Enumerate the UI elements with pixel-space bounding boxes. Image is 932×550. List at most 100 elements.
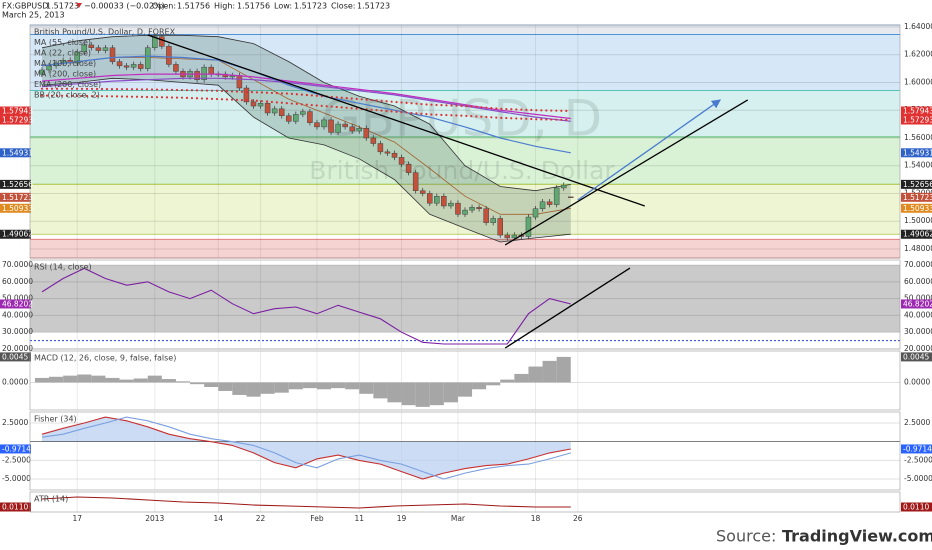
y-tick-label: 1.56000: [904, 133, 932, 142]
down-triangle: [76, 3, 82, 8]
candle-body: [201, 66, 207, 80]
y-tick-label: 1.54000: [904, 161, 932, 170]
price-label-right: 1.49062: [903, 230, 932, 239]
candle-body: [39, 69, 45, 75]
legend-entry: MA (22, close): [34, 49, 91, 58]
price-label-left: 0.0045: [2, 352, 28, 361]
histogram-bar: [514, 373, 529, 383]
bollinger-lower: [41, 77, 571, 243]
price-label-box-left: [0, 502, 31, 512]
x-tick-label: Feb: [310, 514, 324, 523]
y-tick-label: 0.0000: [904, 377, 930, 386]
candle-body: [300, 111, 306, 115]
price-label-left: 1.57943: [2, 106, 33, 115]
histogram-bar: [175, 381, 191, 383]
candle-body: [497, 218, 504, 236]
candle-body: [278, 108, 285, 117]
candle-body: [568, 196, 574, 198]
y-tick-label-left: 70.0000: [2, 260, 33, 269]
candle-body: [264, 103, 271, 114]
zone: [30, 25, 900, 35]
candle-body: [405, 164, 412, 173]
zone: [30, 136, 900, 185]
histogram-bar: [472, 382, 487, 390]
moving-average: [41, 55, 571, 154]
histogram-bar: [486, 382, 501, 386]
legend-entry: ATR (14): [34, 495, 68, 504]
price-label-box-left: [0, 299, 31, 309]
open-label: Open:: [152, 2, 176, 11]
y-tick-label: 40.0000: [904, 310, 932, 319]
legend-entry: BB (20, close, 2): [34, 91, 100, 100]
bollinger-middle: [41, 57, 571, 215]
y-tick-label: 1.62000: [904, 50, 932, 59]
x-tick-label: 22: [256, 514, 266, 523]
y-tick-label: 70.0000: [904, 260, 932, 269]
legend-entry: RSI (14, close): [34, 263, 92, 272]
candle-body: [109, 47, 116, 62]
price-label-box-left: [0, 106, 31, 116]
pane-border: [29, 259, 901, 350]
candle-body: [377, 143, 384, 153]
candle-body: [130, 64, 137, 68]
histogram-bar: [556, 356, 571, 383]
candle-body: [511, 234, 518, 239]
y-tick-label: -5.0000: [904, 474, 932, 483]
zone: [30, 239, 900, 258]
bollinger-upper: [41, 34, 571, 192]
y-tick-label-left: 60.0000: [2, 277, 33, 286]
histogram-bar: [302, 382, 317, 389]
watermark: GBPUSD, D: [322, 90, 602, 148]
y-tick-label-left: 30.0000: [2, 327, 33, 336]
candle-body: [81, 44, 88, 53]
price-label-right: 1.52656: [903, 180, 932, 189]
y-tick-label: -2.5000: [904, 455, 932, 464]
candle-body: [236, 75, 243, 89]
candle-body: [462, 209, 468, 215]
candle-body: [328, 119, 334, 133]
histogram-bar: [457, 382, 473, 397]
price-label-box-left: [0, 179, 31, 189]
price-label-right: 0.0045: [903, 352, 929, 361]
candle-body: [539, 201, 546, 209]
candle-body: [426, 193, 433, 204]
y-tick-label: 1.64000: [904, 22, 932, 31]
price-label-left: 1.52656: [2, 180, 33, 189]
candle-body: [152, 36, 158, 49]
price-label-box-right: [901, 148, 932, 158]
histogram-bar: [542, 360, 557, 383]
x-tick-label: 19: [397, 514, 407, 523]
candle-body: [102, 47, 109, 51]
indicator-line: [41, 496, 571, 509]
histogram-bar: [133, 378, 148, 383]
zone: [30, 90, 900, 137]
price-label-left: 1.49062: [2, 230, 33, 239]
candle-body: [271, 108, 278, 114]
candle-body: [448, 202, 454, 207]
legend-entry: Fisher (34): [34, 415, 77, 424]
histogram-bar: [443, 382, 458, 403]
candle-body: [384, 151, 391, 154]
price-label-left: -0.9714: [2, 444, 31, 453]
y-tick-label-left: 0.0000: [2, 377, 28, 386]
x-tick-label: 2013: [145, 514, 164, 523]
moving-average: [40, 94, 572, 122]
y-tick-label-left: 2.5000: [2, 418, 28, 427]
price-label-right: 46.8202: [903, 299, 932, 308]
candle-body: [243, 87, 250, 103]
candle-body: [314, 122, 320, 128]
price-label-box-right: [901, 229, 932, 239]
histogram-bar: [246, 382, 261, 397]
y-tick-label: 1.48000: [904, 244, 932, 253]
rsi-band: [30, 265, 900, 333]
histogram-bar: [147, 375, 162, 383]
histogram-bar: [274, 382, 289, 393]
indicator-line: [41, 416, 571, 480]
y-tick-label-left: 40.0000: [2, 310, 33, 319]
candle-body: [335, 123, 341, 133]
histogram-bar: [232, 382, 247, 395]
pane-border: [29, 350, 901, 411]
histogram-bar: [49, 376, 64, 383]
candle-body: [208, 66, 214, 75]
